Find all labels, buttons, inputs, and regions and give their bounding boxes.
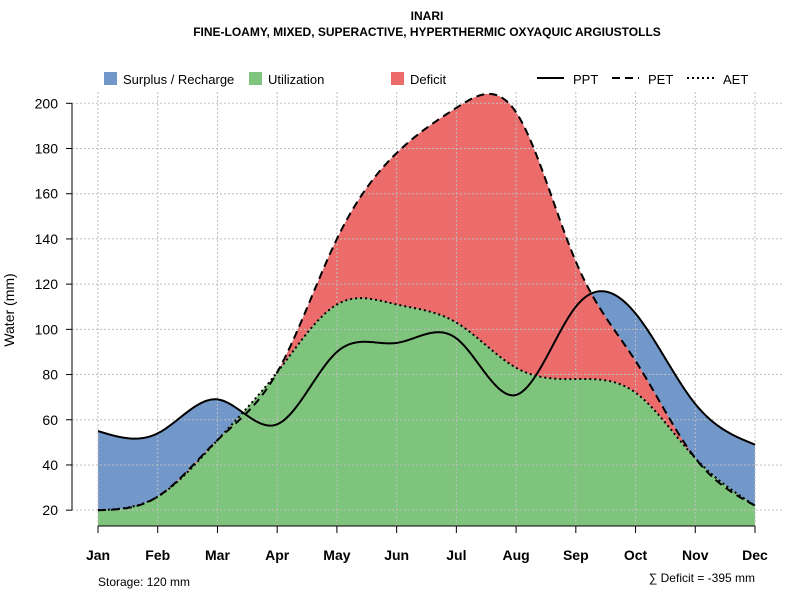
chart-title: INARI bbox=[411, 9, 444, 23]
chart-subtitle: FINE-LOAMY, MIXED, SUPERACTIVE, HYPERTHE… bbox=[193, 25, 661, 39]
legend-label-aet: AET bbox=[723, 72, 748, 87]
y-axis-label: Water (mm) bbox=[1, 273, 17, 346]
y-tick-label: 80 bbox=[42, 367, 58, 383]
ppt-line bbox=[97, 290, 756, 446]
x-tick-label: Nov bbox=[682, 547, 709, 563]
utilization-area bbox=[98, 298, 755, 526]
x-tick-label: May bbox=[323, 547, 350, 563]
legend-swatch-deficit bbox=[391, 72, 404, 85]
legend-swatch-surplus bbox=[104, 72, 117, 85]
legend-label-utilization: Utilization bbox=[268, 72, 324, 87]
y-tick-label: 180 bbox=[35, 141, 59, 157]
x-tick-label: Dec bbox=[742, 547, 768, 563]
legend-swatch-utilization bbox=[249, 72, 262, 85]
y-tick-label: 40 bbox=[42, 457, 58, 473]
x-tick-label: Apr bbox=[265, 547, 290, 563]
legend-label-ppt: PPT bbox=[573, 72, 598, 87]
x-tick-label: Jun bbox=[384, 547, 409, 563]
deficit-area bbox=[98, 93, 755, 511]
y-tick-label: 200 bbox=[35, 95, 59, 111]
legend: Surplus / Recharge Utilization Deficit P… bbox=[104, 72, 748, 87]
y-tick-label: 120 bbox=[35, 276, 59, 292]
x-tick-label: Aug bbox=[502, 547, 529, 563]
x-tick-label: Jan bbox=[86, 547, 110, 563]
x-tick-label: Mar bbox=[205, 547, 230, 563]
x-tick-label: Jul bbox=[446, 547, 466, 563]
legend-label-surplus: Surplus / Recharge bbox=[123, 72, 234, 87]
legend-label-pet: PET bbox=[648, 72, 673, 87]
storage-annotation: Storage: 120 mm bbox=[98, 575, 190, 589]
x-tick-label: Oct bbox=[624, 547, 648, 563]
y-tick-label: 20 bbox=[42, 502, 58, 518]
x-tick-label: Feb bbox=[145, 547, 170, 563]
y-tick-label: 140 bbox=[35, 231, 59, 247]
x-tick-label: Sep bbox=[563, 547, 589, 563]
deficit-annotation: ∑ Deficit = -395 mm bbox=[649, 571, 755, 585]
y-tick-label: 60 bbox=[42, 412, 58, 428]
plot-area: 20 40 60 80 100 120 140 160 180 200 Jan Feb Mar Apr Ma… bbox=[35, 92, 782, 563]
y-tick-label: 100 bbox=[35, 321, 59, 337]
legend-label-deficit: Deficit bbox=[410, 72, 447, 87]
y-tick-label: 160 bbox=[35, 186, 59, 202]
